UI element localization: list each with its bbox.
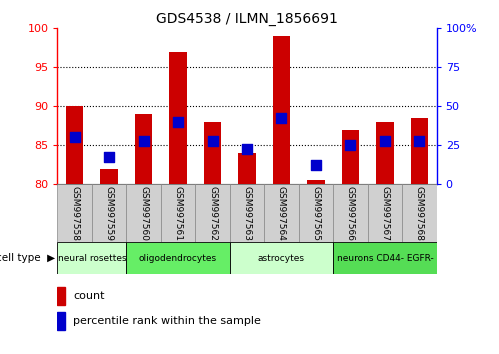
Bar — [368, 184, 402, 242]
Point — [415, 138, 423, 144]
Bar — [307, 180, 324, 184]
Bar — [402, 184, 437, 242]
Text: GSM997558: GSM997558 — [70, 187, 79, 241]
Bar — [273, 36, 290, 184]
Text: astrocytes: astrocytes — [258, 254, 305, 263]
Point — [174, 119, 182, 125]
Point — [346, 142, 354, 148]
Text: GSM997566: GSM997566 — [346, 187, 355, 241]
Bar — [100, 169, 118, 184]
Text: GSM997563: GSM997563 — [243, 187, 251, 241]
Text: GSM997561: GSM997561 — [174, 187, 183, 241]
Text: GSM997562: GSM997562 — [208, 187, 217, 241]
Text: count: count — [73, 291, 105, 301]
Point — [381, 138, 389, 144]
Text: neurons CD44- EGFR-: neurons CD44- EGFR- — [336, 254, 433, 263]
Bar — [195, 184, 230, 242]
Bar — [333, 242, 437, 274]
Bar — [170, 52, 187, 184]
Bar — [230, 242, 333, 274]
Bar — [264, 184, 299, 242]
Bar — [204, 122, 221, 184]
Bar — [239, 153, 255, 184]
Text: GSM997560: GSM997560 — [139, 187, 148, 241]
Point — [140, 138, 148, 144]
Bar — [57, 242, 126, 274]
Bar — [66, 106, 83, 184]
Bar — [230, 184, 264, 242]
Bar — [161, 184, 195, 242]
Bar — [57, 184, 92, 242]
Text: GSM997568: GSM997568 — [415, 187, 424, 241]
Bar — [342, 130, 359, 184]
Bar — [411, 118, 428, 184]
Point — [71, 135, 79, 140]
Title: GDS4538 / ILMN_1856691: GDS4538 / ILMN_1856691 — [156, 12, 338, 26]
Text: GSM997559: GSM997559 — [105, 187, 114, 241]
Text: cell type  ▶: cell type ▶ — [0, 253, 55, 263]
Bar — [126, 184, 161, 242]
Text: GSM997564: GSM997564 — [277, 187, 286, 241]
Bar — [333, 184, 368, 242]
Bar — [135, 114, 152, 184]
Bar — [57, 312, 65, 330]
Text: GSM997565: GSM997565 — [311, 187, 320, 241]
Bar — [57, 287, 65, 305]
Point — [312, 162, 320, 167]
Point — [243, 146, 251, 152]
Text: oligodendrocytes: oligodendrocytes — [139, 254, 217, 263]
Bar — [92, 184, 126, 242]
Bar — [299, 184, 333, 242]
Point — [209, 138, 217, 144]
Text: GSM997567: GSM997567 — [380, 187, 389, 241]
Text: neural rosettes: neural rosettes — [57, 254, 126, 263]
Point — [277, 115, 285, 121]
Text: percentile rank within the sample: percentile rank within the sample — [73, 316, 261, 326]
Point — [105, 154, 113, 160]
Bar — [126, 242, 230, 274]
Bar — [376, 122, 394, 184]
